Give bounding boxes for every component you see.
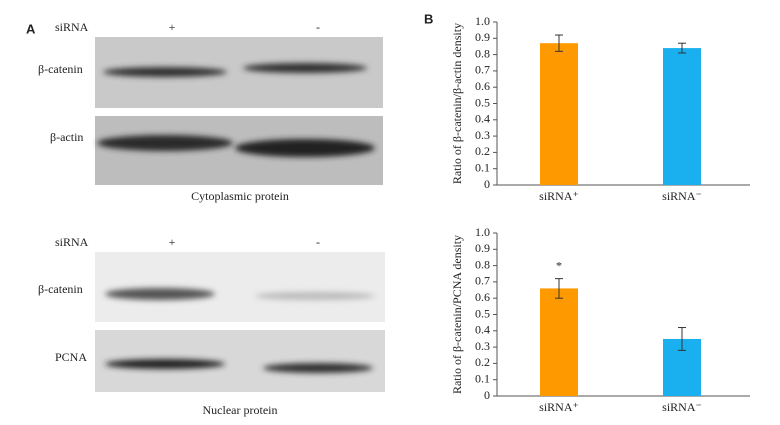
y-tick-label: 1.0 <box>475 14 490 28</box>
y-axis-label: Ratio of β-catenin/PCNA density <box>450 235 464 394</box>
y-tick-label: 0.9 <box>475 30 490 44</box>
y-tick-label: 0.3 <box>475 339 490 353</box>
bar <box>540 288 578 396</box>
y-tick-label: 0.2 <box>475 144 490 158</box>
band <box>105 288 215 300</box>
y-tick-label: 0.5 <box>475 95 490 109</box>
lane-header: siRNA <box>55 235 89 249</box>
bar <box>663 48 701 185</box>
band <box>243 63 367 73</box>
band <box>255 292 375 300</box>
y-tick-label: 0.2 <box>475 355 490 369</box>
y-tick-label: 0.7 <box>475 274 490 288</box>
lane-header: + <box>169 235 176 249</box>
y-tick-label: 0.8 <box>475 257 490 271</box>
y-axis-label: Ratio of β-catenin/β-actin density <box>450 23 464 184</box>
band <box>103 67 227 77</box>
y-tick-label: 0.4 <box>475 323 490 337</box>
y-tick-label: 0.6 <box>475 290 490 304</box>
blot <box>95 252 385 322</box>
band <box>263 363 373 373</box>
y-tick-label: 0.7 <box>475 63 490 77</box>
x-tick-label: siRNA⁻ <box>662 400 702 414</box>
y-tick-label: 0.8 <box>475 46 490 60</box>
bar <box>540 43 578 185</box>
y-tick-label: 0.5 <box>475 306 490 320</box>
y-tick-label: 0.1 <box>475 160 490 174</box>
y-tick-label: 1.0 <box>475 225 490 239</box>
lane-header: - <box>316 235 320 249</box>
y-tick-label: 0.4 <box>475 112 490 126</box>
x-tick-label: siRNA⁺ <box>539 400 579 414</box>
lane-header: - <box>316 20 320 34</box>
row-label: β-catenin <box>38 282 83 296</box>
y-tick-label: 0.9 <box>475 241 490 255</box>
x-tick-label: siRNA⁺ <box>539 189 579 203</box>
band <box>105 359 225 369</box>
caption: Cytoplasmic protein <box>191 189 289 203</box>
row-label: β-catenin <box>38 62 83 76</box>
y-tick-label: 0.6 <box>475 79 490 93</box>
band <box>97 135 233 151</box>
caption: Nuclear protein <box>203 403 278 417</box>
y-tick-label: 0.1 <box>475 371 490 385</box>
lane-header: + <box>169 20 176 34</box>
y-tick-label: 0.3 <box>475 128 490 142</box>
y-tick-label: 0 <box>484 177 490 191</box>
annotation: * <box>556 258 562 272</box>
x-tick-label: siRNA⁻ <box>662 189 702 203</box>
lane-header: siRNA <box>55 20 89 34</box>
y-tick-label: 0 <box>484 388 490 402</box>
row-label: β-actin <box>50 130 83 144</box>
panel-label: B <box>424 11 433 26</box>
panel-label: A <box>26 21 36 36</box>
band <box>235 139 375 157</box>
row-label: PCNA <box>55 350 87 364</box>
